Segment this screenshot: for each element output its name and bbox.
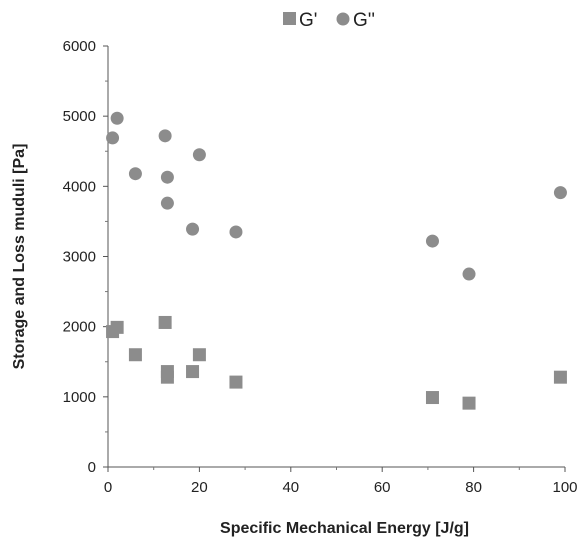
g-prime-point xyxy=(229,375,243,389)
y-tick-label: 0 xyxy=(88,459,96,476)
x-tick-label: 0 xyxy=(104,479,112,496)
x-tick-label: 80 xyxy=(465,479,482,496)
legend-label-g-prime: G' xyxy=(299,10,317,31)
x-tick-label: 100 xyxy=(552,479,577,496)
x-tick-label: 40 xyxy=(282,479,299,496)
g-prime-point xyxy=(462,396,476,410)
axes xyxy=(107,46,565,468)
g-double-prime-point xyxy=(553,186,567,200)
g-prime-point xyxy=(425,391,439,405)
legend-square-marker xyxy=(283,12,296,25)
y-tick-label: 6000 xyxy=(63,38,96,55)
g-prime-point xyxy=(160,370,174,384)
g-double-prime-point xyxy=(192,148,206,162)
x-tick-label: 60 xyxy=(374,479,391,496)
g-double-prime-point xyxy=(110,111,124,125)
g-double-prime-point xyxy=(229,225,243,239)
legend-label-g-double-prime: G'' xyxy=(353,10,375,31)
g-double-prime-point xyxy=(106,131,120,145)
legend: G' G'' xyxy=(283,10,375,31)
g-double-prime-point xyxy=(160,170,174,184)
x-tick-group: 0 20 40 60 80 100 xyxy=(104,467,578,496)
g-prime-point xyxy=(158,315,172,329)
data-points xyxy=(106,111,567,410)
y-tick-label: 4000 xyxy=(63,178,96,195)
g-prime-point xyxy=(186,365,200,379)
g-double-prime-point xyxy=(160,196,174,210)
y-tick-label: 1000 xyxy=(63,389,96,406)
g-double-prime-point xyxy=(425,234,439,248)
g-double-prime-point xyxy=(462,267,476,281)
legend-circle-marker xyxy=(336,12,350,26)
g-double-prime-point xyxy=(128,167,142,181)
y-tick-label: 2000 xyxy=(63,319,96,336)
y-tick-group: 0 1000 2000 3000 4000 5000 6000 xyxy=(63,38,108,476)
g-prime-point xyxy=(553,370,567,384)
y-axis-title: Storage and Loss muduli [Pa] xyxy=(11,144,28,370)
x-axis-title: Specific Mechanical Energy [J/g] xyxy=(220,520,469,537)
y-tick-label: 3000 xyxy=(63,249,96,266)
x-tick-label: 20 xyxy=(191,479,208,496)
g-double-prime-point xyxy=(186,222,200,236)
g-prime-point xyxy=(192,348,206,362)
g-double-prime-point xyxy=(158,129,172,143)
y-tick-label: 5000 xyxy=(63,108,96,125)
g-prime-point xyxy=(110,320,124,334)
g-prime-point xyxy=(128,348,142,362)
